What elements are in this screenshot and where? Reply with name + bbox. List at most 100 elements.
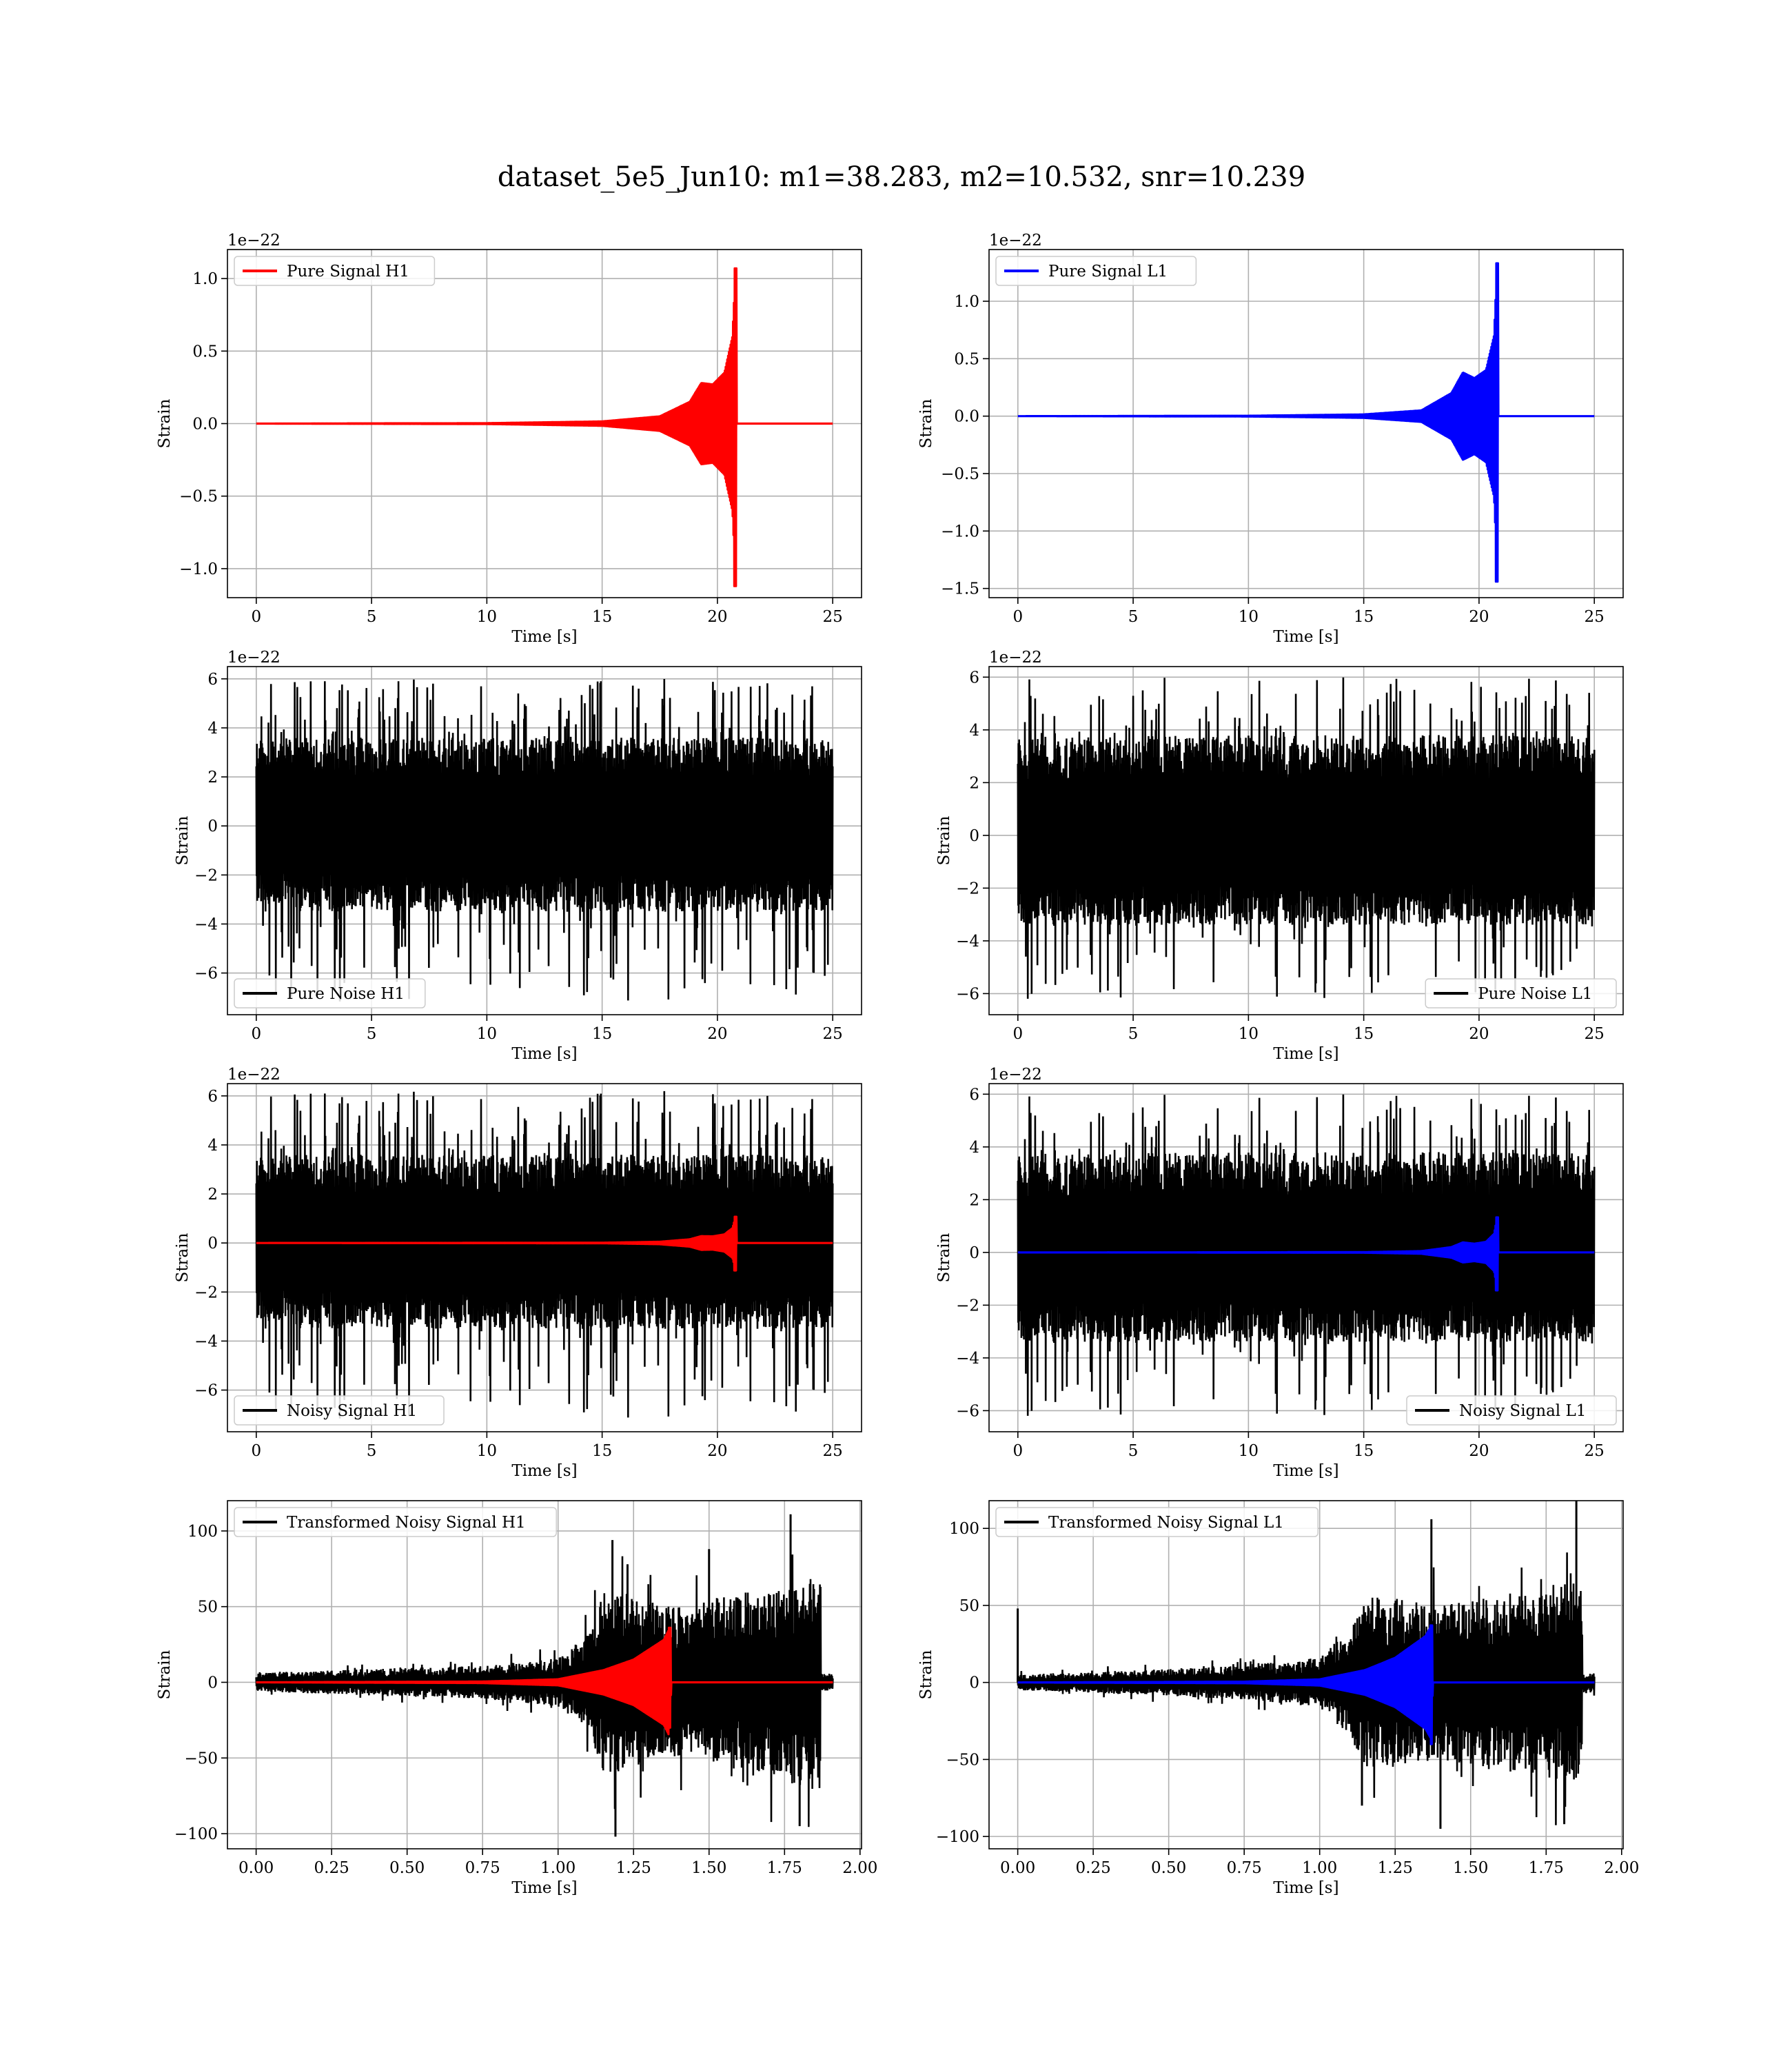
y-tick-label: −6 [956,985,979,1003]
subplot-transformed-noisy-signal-l1: 0.00 0.25 0.50 0.75 1.00 1.25 1.50 1.75 2.00 −100… [917,1500,1639,1897]
axis-offset-label: 1e−22 [989,1066,1042,1084]
y-tick-label: 6 [969,1086,979,1104]
y-tick-label: 100 [949,1520,979,1538]
y-tick-label: 4 [969,1139,979,1157]
x-tick-label: 0 [1012,1025,1023,1043]
y-tick-label: 0.0 [954,408,979,426]
y-tick-label: 0 [969,1674,979,1692]
x-tick-label: 0.50 [1151,1859,1186,1877]
plot-area [255,267,834,587]
x-tick-label: 20 [707,608,727,626]
y-tick-label: 0.0 [192,416,218,434]
x-tick-label: 10 [477,608,497,626]
y-tick-label: 6 [969,669,979,687]
x-axis-label: Time [s] [1273,1462,1338,1480]
x-tick-label: 5 [1128,1442,1139,1460]
transformed-noisy-signal-l1-trace [1017,1552,1596,1825]
noisy-signal-h1-trace [255,1091,834,1419]
legend-label: Pure Noise L1 [1478,985,1592,1003]
x-tick-label: 20 [1469,1442,1489,1460]
y-tick-label: −50 [184,1750,218,1767]
y-tick-label: −1.5 [941,580,979,598]
y-tick-label: −4 [194,915,218,933]
legend-box [234,256,436,286]
y-axis-label: Strain [935,1233,953,1282]
legend-box [234,1395,445,1426]
y-tick-label: 0.5 [192,343,218,361]
legend-label: Noisy Signal H1 [287,1402,417,1420]
legend: Pure Noise L1 [1425,978,1617,1008]
legend-label: Pure Signal L1 [1048,263,1168,281]
x-tick-label: 20 [1469,608,1489,626]
legend: Noisy Signal H1 [234,1395,445,1426]
x-tick-label: 25 [1585,1442,1605,1460]
x-tick-label: 10 [477,1442,497,1460]
y-tick-label: 50 [959,1597,979,1615]
subplot-noisy-signal-l1: 0 5 10 15 20 25 −6 −4 −2 0 2 4 6 Time [s] Strain 1e−22 N… [935,1066,1624,1480]
pure-signal-l1-trace [1017,262,1596,583]
y-tick-label: 1.0 [192,270,218,288]
plot-area [1017,677,1596,999]
axis-offset-label: 1e−22 [227,649,281,667]
axis-offset-label: 1e−22 [227,232,281,250]
plot-area [255,678,834,1002]
y-axis-label: Strain [174,1233,192,1282]
y-tick-label: 0 [207,1235,218,1253]
axes-frame [988,249,1624,598]
y-axis-label: Strain [917,1650,935,1699]
legend: Pure Signal L1 [995,256,1197,286]
y-tick-label: 4 [207,720,218,738]
legend-label: Transformed Noisy Signal L1 [1048,1514,1284,1532]
legend-box [995,256,1197,286]
y-tick-label: −4 [956,933,979,951]
legend-box [1406,1395,1617,1426]
plot-area [1017,262,1596,583]
x-tick-label: 25 [823,608,843,626]
y-tick-label: −0.5 [941,465,979,483]
x-tick-label: 10 [1239,1025,1259,1043]
y-tick-label: 0 [207,1674,218,1692]
y-tick-label: 50 [198,1599,218,1616]
x-tick-label: 0.00 [238,1859,274,1877]
x-tick-label: 0 [251,608,261,626]
pure-signal-h1-trace [255,267,834,587]
x-tick-label: 1.25 [1378,1859,1413,1877]
y-tick-label: −4 [956,1350,979,1368]
x-tick-label: 1.00 [540,1859,576,1877]
subplot-noisy-signal-h1: 0 5 10 15 20 25 −6 −4 −2 0 2 4 6 Time [s] Strain 1e−22 N… [174,1066,862,1480]
x-tick-label: 0 [1012,608,1023,626]
x-axis-label: Time [s] [1273,628,1338,646]
x-tick-label: 0.25 [314,1859,349,1877]
y-tick-label: −100 [174,1825,218,1843]
plot-area [255,1091,834,1419]
x-tick-label: 15 [1354,1442,1374,1460]
x-tick-label: 0.75 [465,1859,500,1877]
y-tick-label: −2 [194,866,218,884]
x-tick-label: 2.00 [1604,1859,1639,1877]
x-tick-label: 20 [707,1442,727,1460]
axes-frame [988,1500,1624,1849]
x-tick-label: 1.75 [1529,1859,1564,1877]
x-tick-label: 10 [477,1025,497,1043]
axis-offset-label: 1e−22 [989,232,1042,250]
x-tick-label: 25 [1585,1025,1605,1043]
y-tick-label: −1.0 [941,523,979,540]
x-tick-label: 5 [367,608,377,626]
x-tick-label: 0 [1012,1442,1023,1460]
y-tick-label: 2 [207,1186,218,1204]
axes-frame [227,666,862,1015]
y-tick-label: 2 [207,769,218,787]
x-tick-label: 0.25 [1076,1859,1111,1877]
y-axis-label: Strain [156,398,174,448]
legend-label: Transformed Noisy Signal H1 [287,1514,526,1532]
x-tick-label: 0 [251,1442,261,1460]
subplot-pure-noise-h1: 0 5 10 15 20 25 −6 −4 −2 0 2 4 6 Time [s] Strain 1e−22 P… [174,649,862,1063]
legend: Pure Signal H1 [234,256,436,286]
y-tick-label: 0 [969,1244,979,1262]
y-tick-label: −1.0 [179,560,218,578]
x-tick-label: 0 [251,1025,261,1043]
plot-area [255,1514,834,1837]
legend: Noisy Signal L1 [1406,1395,1617,1426]
y-axis-label: Strain [174,815,192,865]
